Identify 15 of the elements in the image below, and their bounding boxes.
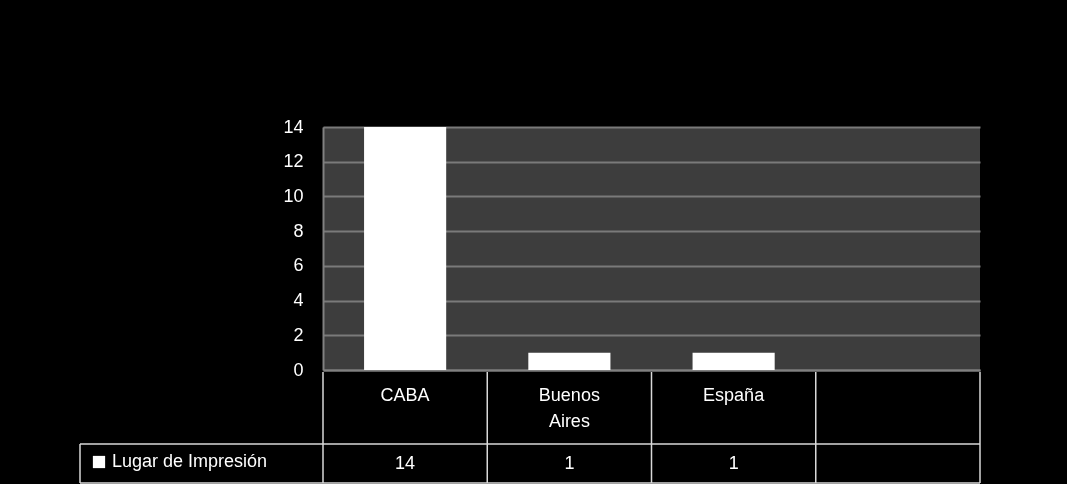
data-label: 14: [395, 453, 416, 473]
y-tick-label: 4: [293, 290, 304, 311]
data-label: 1: [728, 453, 739, 473]
x-tick-label: Buenos Aires: [538, 384, 600, 431]
data-label: 1: [564, 453, 575, 473]
legend-label: Lugar de Impresión: [112, 451, 268, 471]
y-tick-label: 10: [283, 185, 304, 206]
y-tick-label: 14: [283, 116, 304, 137]
x-tick-label: España: [703, 384, 766, 405]
y-tick-label: 2: [293, 324, 304, 345]
y-tick-label: 6: [293, 255, 304, 276]
y-tick-label: 12: [283, 151, 304, 172]
y-tick-label: 0: [293, 359, 304, 380]
y-tick-label: 8: [293, 220, 304, 241]
x-tick-label: CABA: [380, 384, 430, 405]
